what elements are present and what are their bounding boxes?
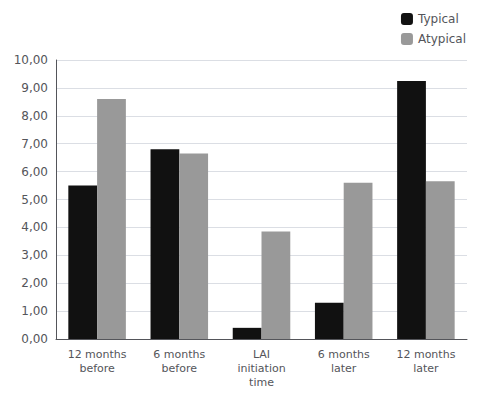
svg-text:6,00: 6,00 bbox=[21, 165, 48, 179]
svg-text:before: before bbox=[162, 362, 198, 375]
svg-text:Atypical: Atypical bbox=[418, 32, 466, 46]
svg-text:initiation: initiation bbox=[237, 362, 285, 375]
svg-text:LAI: LAI bbox=[253, 348, 270, 361]
svg-text:0,00: 0,00 bbox=[21, 332, 48, 346]
svg-text:time: time bbox=[249, 376, 274, 389]
svg-text:5,00: 5,00 bbox=[21, 193, 48, 207]
svg-text:7,00: 7,00 bbox=[21, 137, 48, 151]
svg-text:later: later bbox=[331, 362, 357, 375]
svg-text:12 months: 12 months bbox=[396, 348, 455, 361]
svg-text:2,00: 2,00 bbox=[21, 276, 48, 290]
svg-text:10,00: 10,00 bbox=[14, 53, 48, 67]
svg-text:1,00: 1,00 bbox=[21, 304, 48, 318]
svg-text:12 months: 12 months bbox=[68, 348, 127, 361]
svg-text:4,00: 4,00 bbox=[21, 220, 48, 234]
svg-text:6 months: 6 months bbox=[318, 348, 370, 361]
svg-text:3,00: 3,00 bbox=[21, 248, 48, 262]
svg-text:Typical: Typical bbox=[417, 12, 459, 26]
svg-text:8,00: 8,00 bbox=[21, 109, 48, 123]
svg-text:9,00: 9,00 bbox=[21, 81, 48, 95]
svg-text:before: before bbox=[79, 362, 115, 375]
svg-text:6 months: 6 months bbox=[153, 348, 205, 361]
svg-text:later: later bbox=[413, 362, 439, 375]
